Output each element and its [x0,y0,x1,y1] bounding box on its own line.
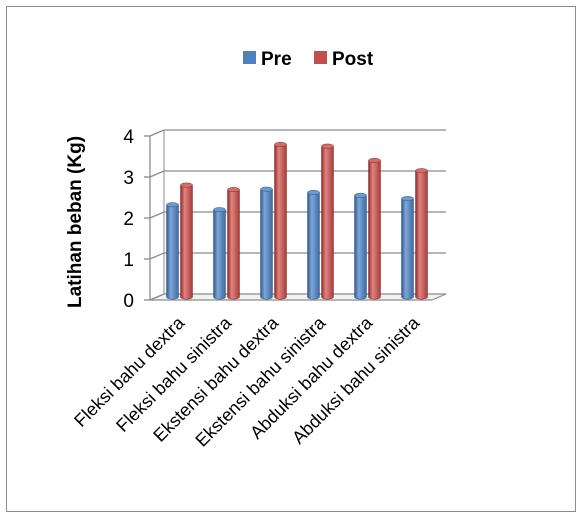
bar-post [368,158,381,300]
bar-pre [260,186,273,300]
y-tick-label: 0 [123,291,134,312]
y-tick-label: 2 [123,209,134,230]
gridline-connector [149,211,165,219]
legend-label-post: Post [332,49,374,70]
bar-body [368,160,381,300]
bar-cap [307,190,320,195]
bar-post [321,143,334,300]
bar-pre [354,192,367,300]
bar-post [180,182,193,300]
bar-pre [401,196,414,300]
bar-body [401,198,414,300]
y-tick-label: 4 [123,127,134,148]
bar-cap [180,182,193,188]
gridline-connector [149,252,165,260]
gridline-connector [149,170,165,178]
bar-post [274,142,287,300]
bar-pre [166,202,179,300]
gridline-connector [149,129,165,137]
bar-cap [213,207,226,213]
bar-cap [368,158,381,163]
legend-label-pre: Pre [261,49,292,70]
bar-cap [274,142,287,147]
bar-cap [415,168,428,174]
bar-cap [321,143,334,149]
bar-body [307,192,320,300]
bar-body [321,145,334,300]
legend-swatch-pre [243,51,256,64]
y-axis-label: Latihan beban (Kg) [65,136,86,308]
y-tick-label: 3 [123,168,134,189]
bar-cap [354,192,367,198]
bar-body [213,209,226,300]
y-tick-label: 1 [123,250,134,271]
bar-cap [401,196,414,202]
bar-cap [227,187,240,193]
bar-body [354,195,367,300]
gridline-connector [149,293,165,301]
bar-body [166,204,179,300]
legend-swatch-post [314,51,327,64]
bar-post [415,168,428,300]
bar-body [274,144,287,300]
bar-post [227,187,240,300]
bar-cap [166,202,179,208]
legend: Pre Post [243,49,374,70]
bar-body [180,184,193,300]
y-tick-labels: 0 1 2 3 4 [123,127,134,312]
bar-body [260,188,273,300]
bar-cap [260,186,273,192]
bars [166,142,428,300]
bar-body [415,170,428,300]
bar-pre [307,190,320,300]
chart-frame [6,6,576,512]
bar-pre [213,207,226,300]
bar-body [227,189,240,300]
